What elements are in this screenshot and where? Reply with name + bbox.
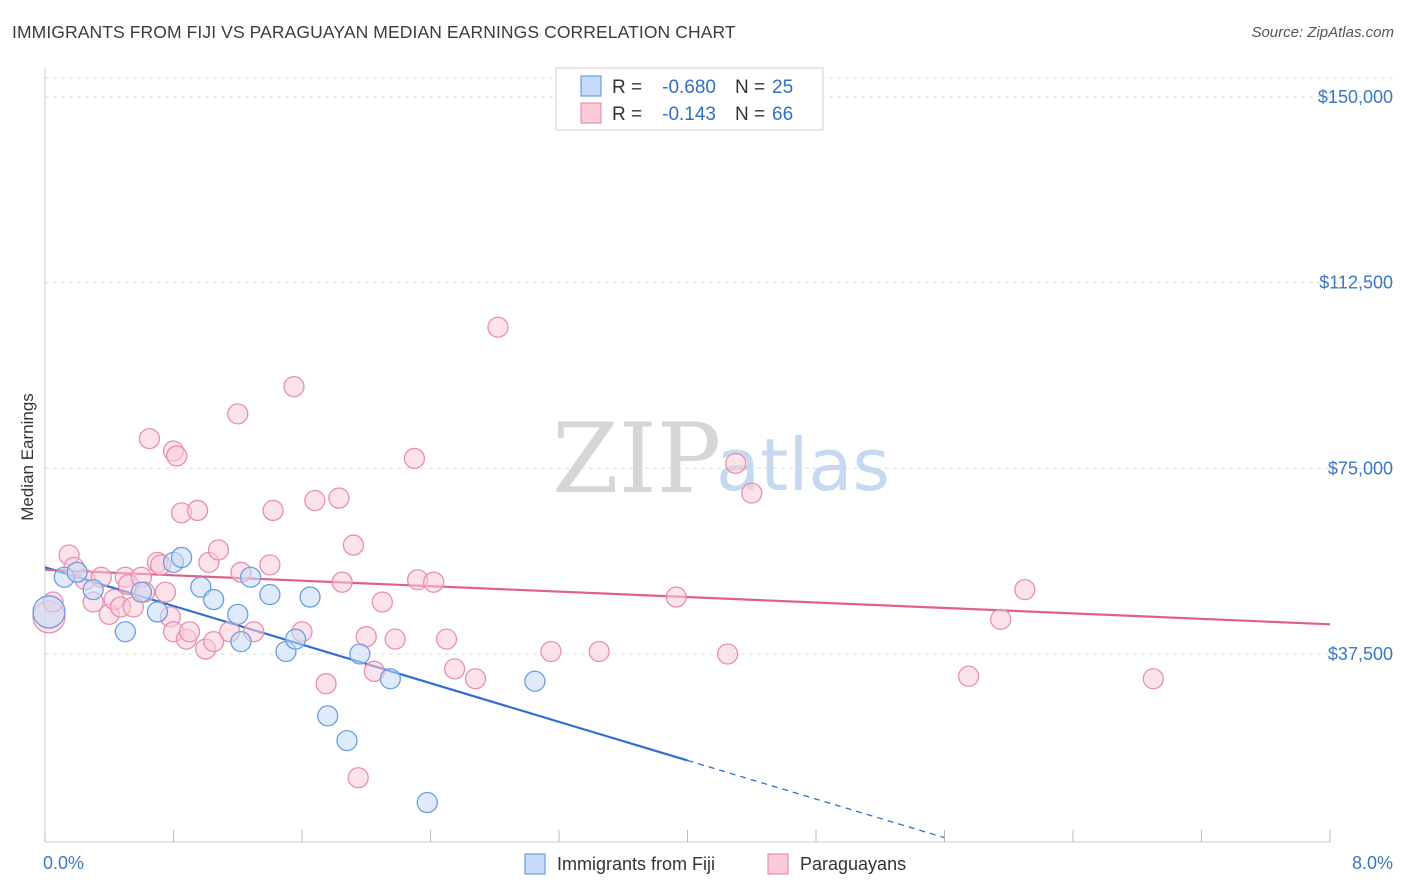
paraguayan-point-37: [283, 375, 305, 398]
fiji-point-4: [114, 621, 136, 643]
paraguayan-point-59: [725, 452, 747, 475]
paraguayan-point-63: [1014, 578, 1036, 601]
paraguayan-point-46: [371, 591, 393, 613]
source-label: Source: ZipAtlas.com: [1251, 24, 1394, 41]
watermark-zip: ZIP: [552, 403, 721, 515]
fiji-point-22: [416, 791, 438, 814]
bottom-legend: Immigrants from Fiji Paraguayans: [524, 853, 906, 875]
x-tick-label-1: 8.0%: [1352, 853, 1393, 873]
chart-title: IMMIGRANTS FROM FIJI VS PARAGUAYAN MEDIA…: [12, 22, 736, 42]
paraguayan-point-58: [717, 643, 739, 665]
fiji-point-23: [524, 670, 546, 692]
fiji-point-5: [130, 581, 153, 603]
legend-n-label-0: N =: [735, 77, 765, 98]
paraguayan-point-50: [423, 571, 445, 593]
fiji-point-21: [379, 668, 401, 690]
paraguayan-point-36: [262, 499, 284, 522]
fiji-point-6: [146, 601, 169, 623]
y-tick-label-3: $150,000: [1318, 87, 1393, 107]
legend-swatch-blue: [580, 75, 602, 97]
y-axis-title: Median Earnings: [18, 393, 37, 521]
axes: [44, 68, 1331, 843]
legend-n-label-1: N =: [735, 104, 765, 125]
paraguayan-point-41: [328, 487, 350, 509]
fiji-point-19: [336, 729, 358, 752]
paraguayan-point-30: [207, 539, 230, 561]
paraguayan-point-53: [464, 668, 487, 690]
fiji-point-18: [317, 705, 339, 727]
fiji-point-16: [284, 628, 307, 650]
paraguayan-point-39: [304, 489, 326, 512]
paraguayan-point-40: [315, 673, 337, 695]
paraguayan-point-65: [347, 767, 369, 789]
watermark: ZIP atlas: [552, 403, 890, 515]
fiji-point-11: [227, 603, 249, 626]
paraguayan-point-51: [435, 628, 458, 650]
fiji-point-3: [82, 578, 104, 601]
y-tick-label-0: $37,500: [1328, 644, 1393, 664]
fiji-point-8: [170, 546, 193, 569]
fiji-point-13: [239, 566, 262, 588]
fiji-point-17: [299, 586, 321, 608]
paraguayan-point-56: [588, 640, 610, 663]
bottom-legend-swatch-1: [767, 853, 789, 875]
legend-r-label-0: R =: [612, 77, 642, 98]
paraguayan-point-62: [990, 608, 1012, 630]
fiji-point-10: [203, 588, 225, 611]
legend-r-label-1: R =: [612, 104, 642, 125]
y-tick-label-1: $75,000: [1328, 458, 1393, 478]
paraguayan-point-47: [384, 628, 406, 650]
bottom-legend-label-0: Immigrants from Fiji: [557, 854, 715, 874]
paraguayan-point-61: [957, 665, 980, 687]
paraguayan-point-52: [443, 658, 466, 680]
x-tick-label-0: 0.0%: [43, 853, 84, 873]
bottom-legend-label-1: Paraguayans: [800, 854, 906, 874]
paraguayan-point-55: [540, 640, 562, 663]
paraguayan-point-60: [741, 482, 763, 504]
paraguayan-point-15: [138, 427, 161, 450]
fiji-trend-extension: [687, 759, 945, 839]
legend-swatch-pink: [580, 102, 602, 124]
paraguayan-point-26: [186, 499, 209, 522]
legend-n-value-0: 25: [772, 77, 793, 98]
paraguayan-point-25: [178, 621, 201, 643]
paraguayan-point-35: [259, 554, 281, 576]
fiji-point-12: [230, 630, 252, 653]
fiji-point-0: [32, 595, 66, 629]
paraguayan-point-22: [166, 445, 188, 467]
fiji-point-14: [259, 583, 281, 606]
fiji-point-2: [66, 561, 88, 583]
paraguayan-point-48: [403, 447, 426, 470]
paraguayan-point-54: [487, 316, 509, 338]
data-points: [32, 316, 1164, 814]
fiji-point-20: [349, 643, 371, 665]
paraguayan-point-18: [154, 581, 177, 603]
x-axis-labels: 0.0% 8.0%: [43, 853, 1393, 873]
y-axis-labels: $37,500 $75,000 $112,500 $150,000: [1318, 87, 1393, 664]
legend-r-value-0: -0.680: [662, 77, 716, 98]
paraguayan-point-43: [342, 534, 365, 556]
legend-n-value-1: 66: [772, 104, 793, 125]
y-tick-label-2: $112,500: [1319, 273, 1393, 293]
legend-r-value-1: -0.143: [662, 104, 716, 125]
paraguayan-point-57: [665, 586, 687, 608]
legend: R = -0.680 N = 25 R = -0.143 N = 66: [555, 67, 824, 131]
paraguayan-point-64: [1142, 668, 1164, 690]
paraguayan-point-32: [227, 403, 249, 425]
bottom-legend-swatch-0: [524, 853, 546, 875]
paraguayan-point-42: [331, 571, 353, 593]
fiji-point-9: [190, 576, 212, 598]
paraguayan-point-29: [203, 630, 225, 653]
